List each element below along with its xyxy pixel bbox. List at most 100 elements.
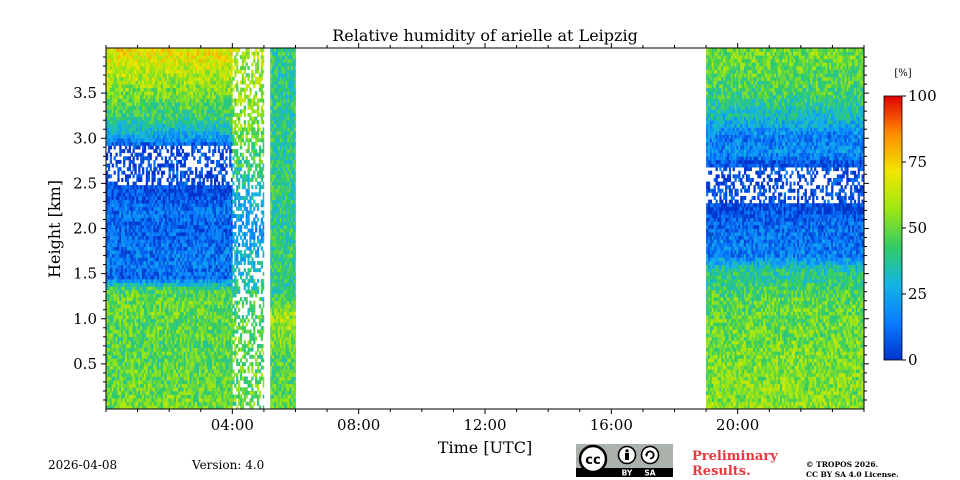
heatmap-cell [133, 149, 135, 153]
heatmap-cell [148, 178, 150, 182]
heatmap-cell [180, 178, 182, 182]
heatmap-cell [153, 178, 155, 182]
heatmap-cell [115, 164, 117, 168]
heatmap-cell [108, 167, 110, 171]
heatmap-cells [106, 48, 864, 409]
heatmap-cell [142, 167, 144, 171]
heatmap-cell [169, 174, 171, 178]
heatmap-cell [169, 171, 171, 175]
heatmap-cell [189, 167, 191, 171]
heatmap-cell [108, 164, 110, 168]
heatmap-cell [117, 174, 119, 178]
chart-title: Relative humidity of arielle at Leipzig [332, 26, 638, 45]
heatmap-cell [136, 156, 138, 160]
heatmap-cell [159, 182, 161, 186]
heatmap-cell [129, 156, 131, 160]
heatmap-cell [142, 160, 144, 164]
heatmap-cell [187, 178, 189, 182]
heatmap-cell [153, 174, 155, 178]
heatmap-cell [172, 167, 174, 171]
heatmap-cell [140, 174, 142, 178]
heatmap-cell [170, 182, 172, 186]
heatmap-cell [148, 174, 150, 178]
heatmap-cell [117, 178, 119, 182]
heatmap-cell [112, 164, 114, 168]
heatmap-cell [172, 171, 174, 175]
heatmap-cell [117, 171, 119, 175]
heatmap-cell [138, 171, 140, 175]
heatmap-cell [142, 171, 144, 175]
heatmap-cell [155, 167, 157, 171]
heatmap-cell [140, 178, 142, 182]
heatmap-cell [144, 149, 146, 153]
heatmap-cell [134, 164, 136, 168]
heatmap-cell [127, 178, 129, 182]
heatmap-cell [161, 145, 163, 149]
heatmap-cell [127, 182, 129, 186]
heatmap-segment-morning [106, 48, 233, 409]
heatmap-cell [131, 171, 133, 175]
heatmap-cell [123, 160, 125, 164]
heatmap-cell [110, 174, 112, 178]
heatmap-cell [159, 167, 161, 171]
heatmap-cell [176, 174, 178, 178]
heatmap-cell [170, 149, 172, 153]
heatmap-cell [144, 145, 146, 149]
heatmap-cell [150, 164, 152, 168]
heatmap-cell [186, 171, 188, 175]
heatmap-cell [184, 160, 186, 164]
heatmap-cell [134, 182, 136, 186]
heatmap-cell [159, 153, 161, 157]
heatmap-cell [159, 149, 161, 153]
heatmap-cell [138, 145, 140, 149]
heatmap-cell [114, 145, 116, 149]
heatmap-cell [176, 164, 178, 168]
heatmap-cell [163, 171, 165, 175]
heatmap-cell [129, 167, 131, 171]
heatmap-cell [159, 178, 161, 182]
heatmap-cell [191, 171, 193, 175]
heatmap-cell [138, 167, 140, 171]
heatmap-cell [176, 178, 178, 182]
heatmap-cell [178, 149, 180, 153]
heatmap-cell [115, 153, 117, 157]
heatmap-cell [125, 145, 127, 149]
heatmap-cell [172, 153, 174, 157]
heatmap-cell [167, 160, 169, 164]
heatmap-cell [146, 182, 148, 186]
heatmap-cell [115, 182, 117, 186]
heatmap-cell [191, 153, 193, 157]
heatmap-cell [172, 178, 174, 182]
heatmap-cell [182, 149, 184, 153]
heatmap-cell [114, 156, 116, 160]
heatmap-cell [123, 164, 125, 168]
heatmap-cell [110, 160, 112, 164]
heatmap-cell [140, 164, 142, 168]
heatmap-cell [123, 171, 125, 175]
heatmap-cell [187, 174, 189, 178]
heatmap-cell [157, 145, 159, 149]
heatmap-cell [161, 174, 163, 178]
heatmap-cell [186, 182, 188, 186]
heatmap-cell [134, 167, 136, 171]
heatmap-cell [134, 171, 136, 175]
heatmap-cell [180, 160, 182, 164]
heatmap-cell [110, 156, 112, 160]
heatmap-cell [186, 156, 188, 160]
heatmap-cell [167, 149, 169, 153]
heatmap-cell [157, 171, 159, 175]
humidity-chart: Relative humidity of arielle at Leipzig … [0, 0, 960, 480]
heatmap-cell [129, 174, 131, 178]
heatmap-cell [153, 171, 155, 175]
heatmap-cell [180, 153, 182, 157]
heatmap-cell [167, 178, 169, 182]
heatmap-cell [176, 167, 178, 171]
heatmap-cell [119, 167, 121, 171]
heatmap-cell [131, 153, 133, 157]
heatmap-cell [110, 145, 112, 149]
heatmap-cell [184, 164, 186, 168]
heatmap-cell [153, 164, 155, 168]
heatmap-cell [148, 171, 150, 175]
heatmap-cell [176, 145, 178, 149]
heatmap-cell [150, 153, 152, 157]
